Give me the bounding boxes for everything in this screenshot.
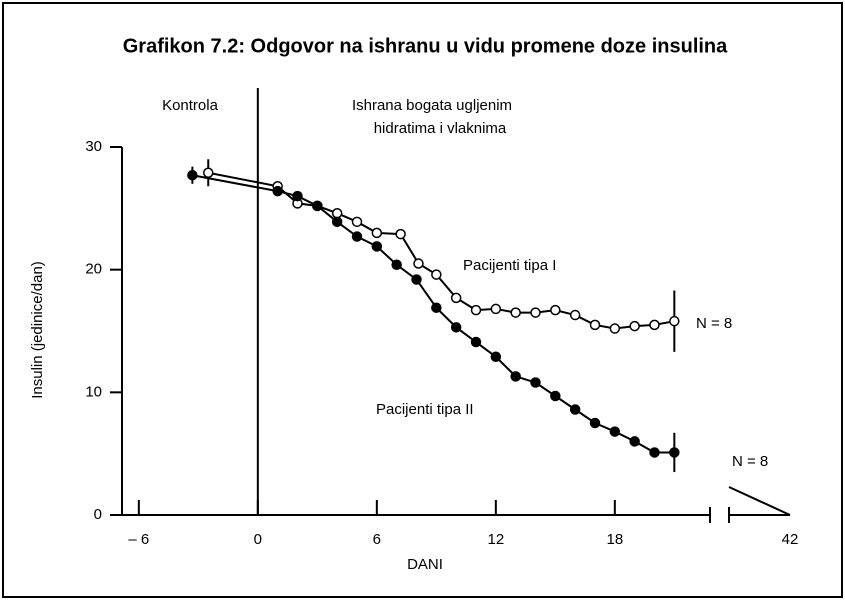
data-point — [203, 167, 214, 179]
data-point — [391, 259, 402, 271]
data-point — [351, 231, 363, 242]
x-tick-label: 6 — [373, 531, 381, 548]
data-point — [331, 207, 343, 219]
data-point — [187, 169, 198, 181]
data-point — [629, 320, 640, 332]
data-point — [395, 228, 406, 240]
data-point — [351, 216, 363, 228]
data-point — [510, 307, 521, 318]
y-axis-label: Insulin (jedinice/dan) — [29, 261, 46, 399]
data-point — [490, 303, 502, 315]
y-tick-label: 10 — [85, 383, 102, 400]
data-point — [609, 426, 621, 437]
x-tick-label: 0 — [254, 531, 262, 548]
annotation: hidratima i vlaknima — [374, 120, 507, 137]
y-tick-label: 0 — [94, 506, 102, 523]
data-point — [431, 302, 442, 313]
data-point — [669, 315, 680, 327]
data-point — [371, 227, 383, 239]
annotation: Kontrola — [162, 97, 219, 114]
data-point — [569, 309, 581, 321]
x-tick-label: 12 — [487, 531, 504, 548]
x-tick-label: 18 — [606, 531, 623, 548]
x-tick-label: 42 — [782, 531, 799, 548]
x-tick-label: – 6 — [128, 531, 149, 548]
data-point — [272, 185, 283, 197]
data-point — [413, 258, 424, 269]
data-point — [411, 274, 422, 285]
annotation: Pacijenti tipa II — [376, 401, 474, 418]
data-point — [589, 417, 601, 429]
data-point — [669, 447, 680, 458]
data-point — [331, 216, 343, 228]
series-line — [192, 174, 675, 454]
annotation: N = 8 — [696, 315, 732, 332]
data-point — [530, 307, 541, 318]
axis-break-slope — [728, 486, 791, 516]
data-point — [649, 447, 660, 458]
data-point — [589, 319, 601, 331]
data-point — [450, 322, 462, 333]
chart-title: Grafikon 7.2: Odgovor na ishranu u vidu … — [123, 35, 728, 57]
data-point — [450, 292, 462, 304]
y-tick-label: 30 — [85, 138, 102, 155]
data-point — [550, 304, 561, 316]
data-point — [569, 404, 581, 415]
data-point — [649, 319, 660, 331]
annotation: Ishrana bogata ugljenim — [352, 97, 512, 114]
data-point — [550, 390, 561, 402]
data-point — [470, 336, 482, 348]
data-point — [371, 241, 383, 252]
data-point — [490, 351, 502, 363]
annotation: N = 8 — [732, 453, 768, 470]
annotation: Pacijenti tipa I — [463, 257, 556, 274]
series-line — [208, 171, 675, 330]
data-point — [312, 200, 323, 212]
x-axis-label: DANI — [407, 556, 443, 573]
data-point — [629, 436, 640, 447]
data-point — [470, 304, 482, 316]
data-point — [292, 190, 303, 202]
data-point — [530, 377, 541, 388]
y-tick-label: 20 — [85, 261, 102, 278]
data-point — [510, 371, 521, 382]
data-point — [431, 269, 442, 280]
data-point — [609, 323, 621, 334]
